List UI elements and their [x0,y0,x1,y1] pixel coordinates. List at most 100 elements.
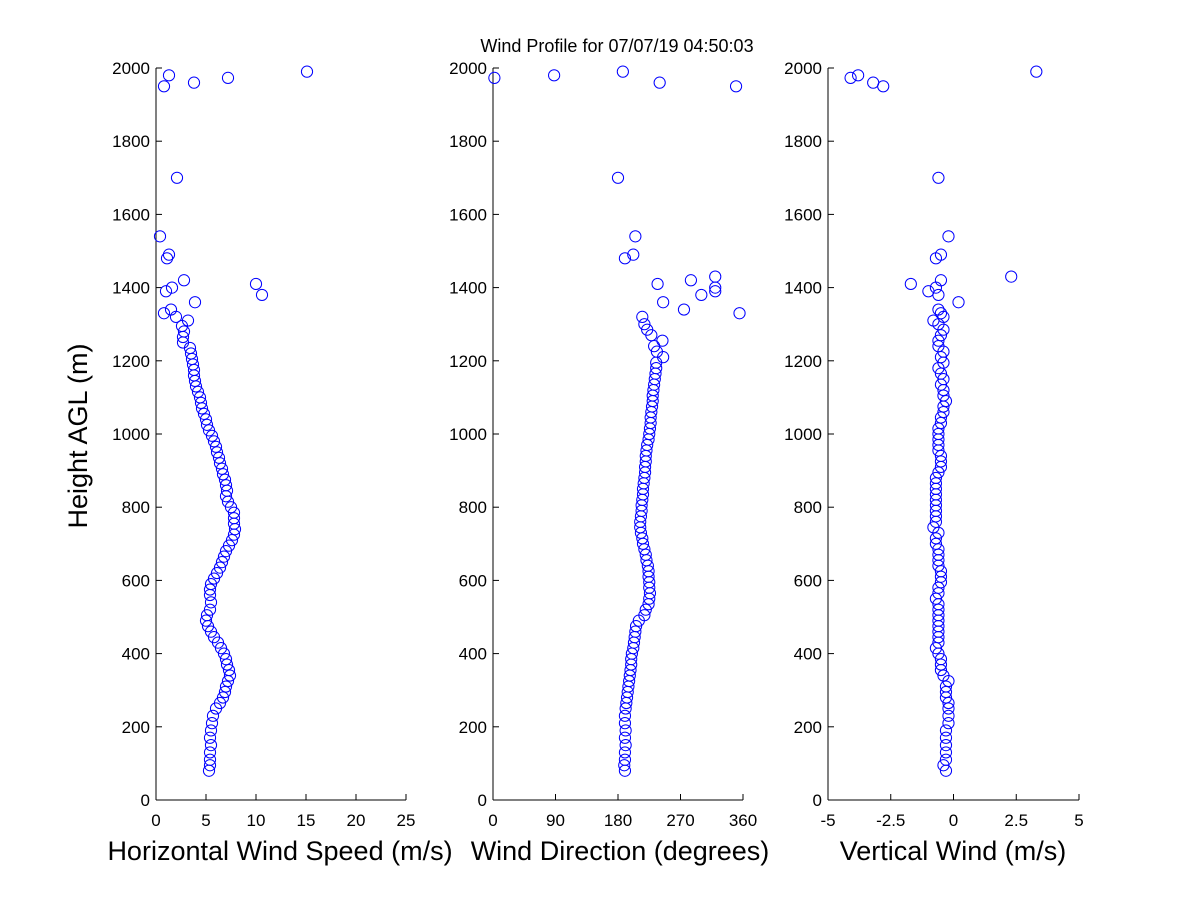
horizontal-wind-speed-data-point [225,534,239,547]
vertical-wind-data-point [852,69,865,82]
vertical-wind-markers [844,65,1043,777]
wind-direction-data-point [618,759,631,772]
horizontal-wind-speed-data-point [205,717,219,730]
horizontal-speed-markers [153,65,314,777]
horizontal-wind-speed-y-tick-label: 200 [122,718,150,737]
vertical-wind-data-point [939,753,953,766]
horizontal-wind-speed-data-point [215,462,229,475]
horizontal-wind-speed-data-point [204,724,218,737]
horizontal-wind-speed-data-point [203,731,217,744]
horizontal-wind-speed-data-point [209,440,223,453]
wind-direction-x-tick-label: 90 [546,811,565,830]
horizontal-wind-speed-y-tick-label: 2000 [112,59,150,78]
horizontal-wind-speed-data-point [220,658,234,671]
horizontal-wind-speed-data-point [203,583,217,596]
horizontal-wind-speed-x-tick-label: 20 [347,811,366,830]
horizontal-wind-speed-data-point [200,418,214,431]
wind-direction-data-point [611,171,625,184]
vertical-wind-data-point [932,303,945,316]
horizontal-wind-speed-y-tick-label: 1000 [112,425,150,444]
vertical-wind-data-point [939,731,953,744]
wind-direction-data-point [618,746,632,759]
wind-direction-y-tick-label: 200 [459,718,487,737]
vertical-wind-data-point [939,746,953,759]
vertical-wind-y-tick-label: 1200 [784,352,822,371]
wind-direction-data-point [677,303,691,316]
horizontal-wind-speed-data-point [300,65,314,78]
panel-wind-direction: 0 200 400 600 800 1000 1200 1400 1600 1800 2000 0 90… [449,59,769,866]
vertical-wind-y-tick-label: 200 [794,718,822,737]
wind-direction-data-point [618,731,632,744]
wind-direction-data-point [650,345,663,358]
horizontal-wind-speed-data-point [162,69,176,82]
horizontal-wind-speed-data-point [162,248,176,261]
vertical-wind-y-tick-label: 1400 [784,279,822,298]
wind-direction-y-tick-label: 1400 [449,279,487,298]
wind-direction-y-tick-label: 2000 [449,59,487,78]
horizontal-wind-speed-data-point [191,385,205,399]
panel-vertical-wind: 0 200 400 600 800 1000 1200 1400 1600 1800 2000 -5 -… [784,59,1084,866]
wind-direction-x-tick-label: 180 [604,811,632,830]
horizontal-wind-speed-data-point [218,685,232,699]
vertical-wind-y-tick-label: 1600 [784,205,822,224]
wind-direction-data-point [618,717,632,730]
horizontal-wind-speed-data-point [204,596,218,609]
figure-title: Wind Profile for 07/07/19 04:50:03 [480,36,753,56]
wind-direction-data-point [636,310,649,323]
vertical-wind-data-point [942,230,955,243]
wind-direction-y-tick-label: 1200 [449,352,487,371]
horizontal-wind-speed-data-point [249,277,263,291]
wind-direction-y-tick-label: 800 [459,498,487,517]
wind-direction-data-point [619,724,632,737]
wind-direction-axes: 0 200 400 600 800 1000 1200 1400 1600 1800 2000 0 90… [449,59,757,830]
wind-direction-y-tick-label: 0 [478,791,487,810]
vertical-wind-y-tick-label: 0 [813,791,822,810]
vertical-wind-y-tick-label: 2000 [784,59,822,78]
wind-direction-data-point [548,69,561,82]
horizontal-wind-speed-data-point [202,424,216,437]
horizontal-wind-speed-data-point [203,746,217,759]
wind-direction-data-point [709,285,722,298]
horizontal-wind-speed-y-tick-label: 1200 [112,352,150,371]
vertical-wind-y-tick-label: 400 [794,645,822,664]
horizontal-wind-speed-data-point [184,347,198,360]
vertical-wind-data-point [934,307,948,320]
horizontal-wind-speed-data-point [199,413,213,426]
wind-direction-data-point [488,71,501,84]
horizontal-wind-speed-data-point [219,652,233,666]
vertical-wind-data-point [1030,65,1043,78]
horizontal-wind-speed-data-point [194,396,208,409]
horizontal-wind-speed-data-point [213,457,227,470]
horizontal-wind-speed-y-tick-label: 0 [141,791,150,810]
vertical-wind-x-tick-label: -2.5 [876,811,905,830]
horizontal-speed-y-label: Height AGL (m) [63,343,93,528]
horizontal-wind-speed-data-point [216,468,230,481]
wind-direction-data-point [729,80,743,93]
vertical-wind-data-point [942,709,955,722]
horizontal-wind-speed-data-point [203,759,217,772]
wind-direction-data-point [657,296,670,309]
vertical-wind-data-point [1005,270,1018,283]
horizontal-wind-speed-x-tick-label: 25 [397,811,416,830]
wind-direction-data-point [653,76,666,89]
wind-direction-markers [488,65,746,777]
horizontal-wind-speed-data-point [164,303,178,316]
wind-direction-data-point [619,739,632,752]
wind-direction-data-point [684,274,698,287]
vertical-wind-data-point [939,724,953,737]
vertical-wind-x-tick-label: 5 [1074,811,1083,830]
wind-direction-data-point [629,625,642,638]
vertical-wind-data-point [952,296,965,309]
horizontal-wind-speed-data-point [213,561,227,574]
wind-direction-data-point [695,288,708,302]
wind-direction-data-point [650,362,663,375]
horizontal-wind-speed-x-tick-label: 0 [151,811,160,830]
vertical-wind-data-point [937,759,950,772]
vertical-wind-x-tick-label: -5 [820,811,835,830]
horizontal-wind-speed-data-point [210,446,224,459]
horizontal-wind-speed-data-point [157,307,171,320]
horizontal-wind-speed-data-point [203,603,217,616]
horizontal-wind-speed-data-point [188,296,202,309]
horizontal-wind-speed-data-point [157,80,171,93]
